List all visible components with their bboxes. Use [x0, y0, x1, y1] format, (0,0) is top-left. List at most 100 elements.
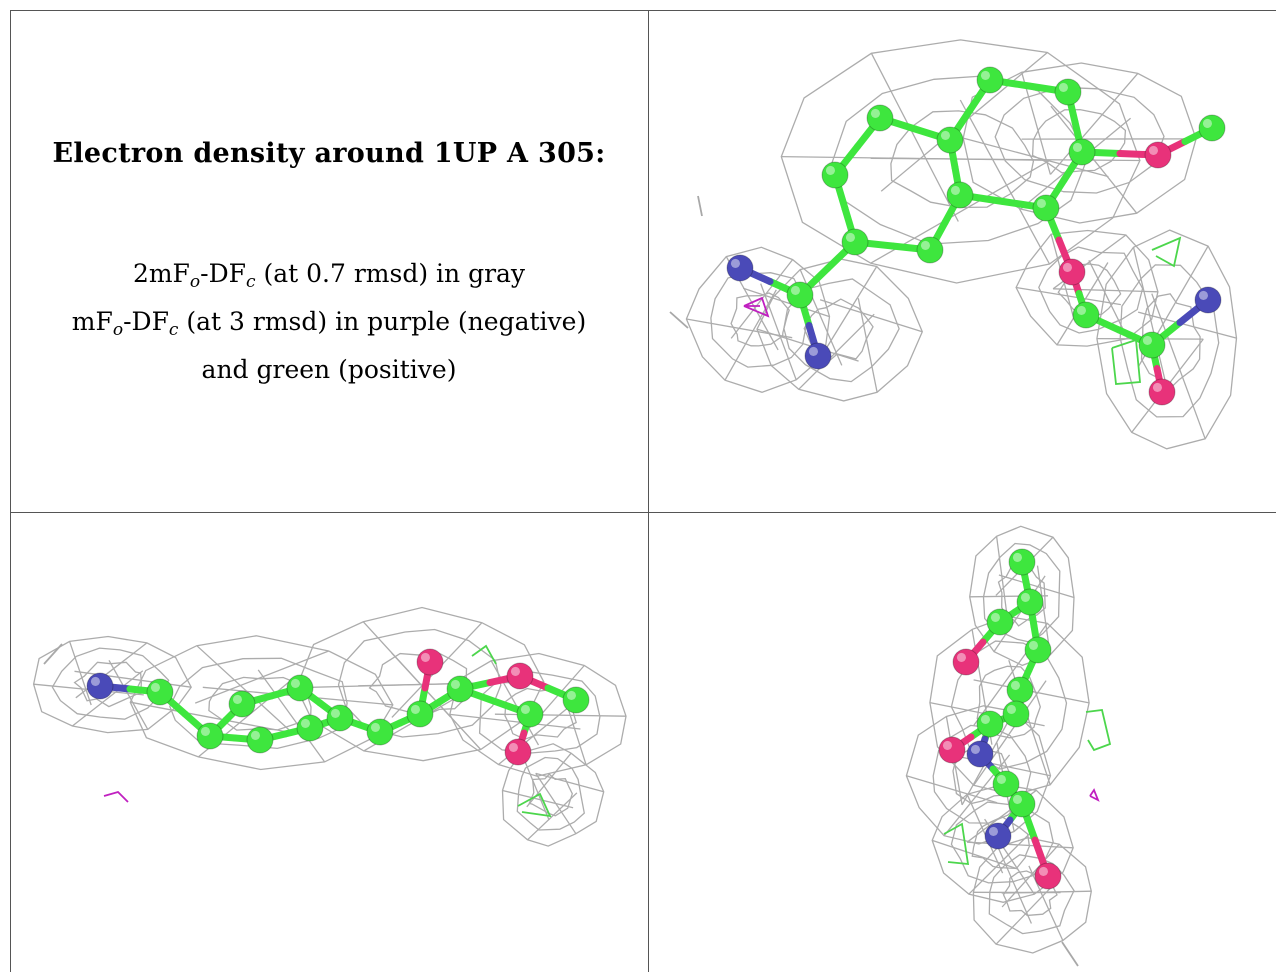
carbon-atom: [786, 281, 814, 309]
oxygen-atom: [952, 648, 980, 676]
nitrogen-atom: [984, 822, 1012, 850]
mesh-strut: [819, 299, 923, 333]
mesh-strut: [1021, 72, 1052, 175]
atom-highlight: [970, 744, 980, 754]
carbon-atom: [1072, 301, 1100, 329]
mesh-strut: [527, 792, 578, 841]
mesh-strut: [1036, 565, 1051, 655]
carbon-atom: [516, 700, 544, 728]
mesh-strut: [1028, 865, 1064, 941]
mesh-ring: [971, 816, 1031, 870]
atom-highlight: [250, 730, 260, 740]
atom-highlight: [1202, 118, 1212, 128]
mesh-ring: [208, 676, 312, 731]
view-bottom-right: [650, 514, 1276, 972]
atom-highlight: [508, 742, 518, 752]
gray-density-mesh: [905, 525, 1092, 954]
mesh-ring: [516, 756, 586, 831]
positive-density-contour: [517, 792, 552, 818]
mesh-strut: [1001, 843, 1060, 908]
molecule-density-view-edge: [905, 525, 1112, 967]
atom-highlight: [300, 718, 311, 728]
figure-title: Electron density around 1UP A 305:: [52, 138, 606, 169]
mesh-strut: [959, 99, 1051, 265]
atom-highlight: [1036, 198, 1046, 208]
mesh-ring: [73, 661, 142, 708]
nitrogen-atom: [86, 672, 114, 700]
atom-highlight: [1012, 552, 1022, 562]
nitrogen-atom: [966, 740, 994, 768]
positive-density-contour: [1085, 709, 1112, 752]
carbon-atom: [986, 608, 1014, 636]
carbon-atom: [196, 722, 224, 750]
atom-highlight: [1198, 290, 1208, 301]
frame-top: [10, 10, 1276, 11]
atom-highlight: [150, 682, 160, 692]
mesh-strut: [1132, 247, 1170, 395]
carbon-atom: [1006, 676, 1034, 704]
atom-highlight: [90, 676, 100, 686]
atom-highlight: [956, 652, 966, 662]
positive-density-contour: [1151, 236, 1182, 268]
mesh-strut: [494, 713, 627, 717]
atom-highlight: [942, 740, 952, 750]
atom-highlight: [790, 285, 800, 296]
atom-highlight: [510, 666, 520, 676]
mesh-strut: [931, 839, 1019, 870]
mesh-ring: [710, 272, 808, 368]
atom-highlight: [1012, 794, 1022, 804]
mesh-strut: [997, 846, 1032, 924]
mesh-fragment: [1061, 941, 1079, 967]
molecule-density-view-face-on: [669, 39, 1238, 450]
carbon-atom: [1008, 548, 1036, 576]
gray-density-mesh: [685, 39, 1238, 450]
carbon-atom: [1198, 114, 1226, 142]
carbon-atom: [366, 718, 394, 746]
mesh-ring: [337, 628, 502, 738]
mesh-ring: [1015, 229, 1159, 347]
mesh-fragment: [697, 195, 703, 217]
frame-center-vertical: [648, 10, 649, 972]
carbon-atom: [1002, 700, 1030, 728]
atom-highlight: [566, 690, 576, 700]
negative-density-contour: [103, 790, 129, 803]
mesh-ring: [976, 665, 1041, 739]
mesh-strut: [1050, 105, 1138, 214]
carbon-atom: [246, 726, 274, 754]
atom-highlight: [232, 694, 242, 704]
carbon-atom: [296, 714, 324, 742]
mesh-strut: [906, 775, 998, 804]
mesh-strut: [943, 754, 1011, 837]
mesh-ring: [1031, 108, 1127, 174]
mesh-ring: [528, 773, 574, 817]
negative-density-contour: [1089, 788, 1100, 802]
mesh-ring: [1057, 263, 1122, 316]
mesh-ring: [1038, 246, 1144, 334]
mesh-strut: [520, 752, 550, 821]
atom-highlight: [996, 774, 1006, 784]
atom-highlight: [370, 722, 381, 732]
atom-highlight: [1062, 262, 1072, 272]
oxygen-atom: [1148, 378, 1176, 406]
negative-density-contour: [743, 296, 770, 318]
carbon-atom: [326, 704, 354, 732]
mesh-strut: [502, 789, 574, 809]
atom-highlight: [1058, 82, 1068, 92]
legend-line-gray: 2mFo-DFc (at 0.7 rmsd) in gray: [132, 259, 526, 292]
mesh-strut: [760, 283, 797, 381]
mesh-ring: [803, 298, 874, 361]
atom-highlight: [290, 678, 301, 688]
oxygen-atom: [1144, 141, 1172, 169]
mesh-strut: [1151, 293, 1206, 440]
mesh-ring: [988, 854, 1075, 935]
atom-highlight: [825, 165, 835, 175]
nitrogen-atom: [1194, 286, 1222, 314]
mesh-ring: [169, 657, 348, 750]
atom-highlight: [1028, 640, 1038, 650]
carbon-atom: [841, 228, 869, 256]
mesh-strut: [130, 701, 293, 734]
carbon-atom: [1138, 331, 1166, 359]
nitrogen-atom: [726, 254, 754, 282]
mesh-strut: [973, 680, 1047, 786]
atom-highlight: [410, 704, 421, 714]
